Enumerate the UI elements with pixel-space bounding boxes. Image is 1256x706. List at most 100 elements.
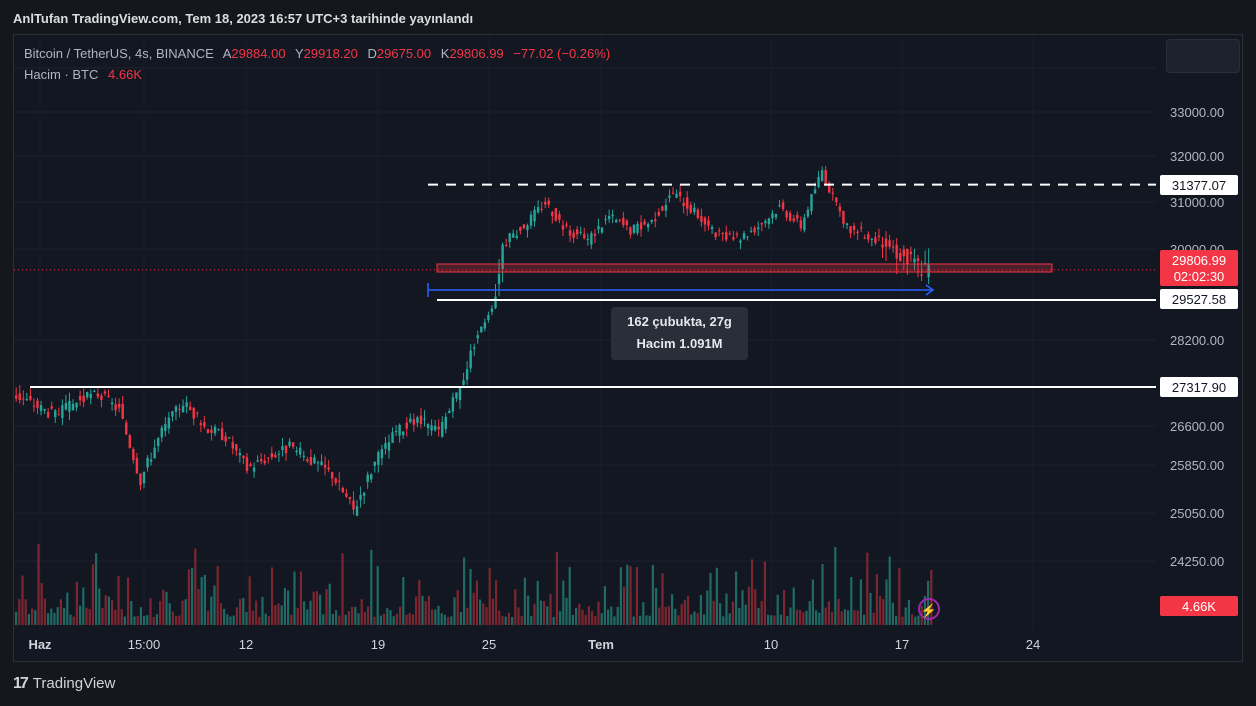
candle xyxy=(316,462,320,464)
volume-bar xyxy=(399,606,402,625)
candle xyxy=(82,395,85,402)
volume-bar xyxy=(917,615,920,625)
volume-bar xyxy=(290,614,293,625)
candle xyxy=(625,220,629,226)
candle xyxy=(884,238,888,247)
volume-bar xyxy=(651,565,654,625)
volume-bar xyxy=(325,589,328,625)
y-tick-label: 33000.00 xyxy=(1170,105,1224,120)
volume-bar xyxy=(779,614,782,625)
price-label-box xyxy=(1160,596,1238,616)
volume-bar xyxy=(319,594,322,625)
volume-bar xyxy=(15,611,18,625)
volume-bar xyxy=(546,606,549,625)
tradingview-brand[interactable]: 17 TradingView xyxy=(13,675,115,693)
volume-bar xyxy=(616,606,619,625)
published-caption: AnlTufan TradingView.com, Tem 18, 2023 1… xyxy=(13,11,474,26)
volume-bar xyxy=(437,605,440,625)
volume-bar xyxy=(191,567,194,625)
candle xyxy=(863,237,866,239)
candle xyxy=(831,192,834,194)
candle xyxy=(810,194,813,212)
candle xyxy=(508,233,511,243)
volume-bar xyxy=(722,616,725,625)
volume-bar xyxy=(731,601,734,625)
scale-box[interactable] xyxy=(1166,39,1240,73)
volume-bar xyxy=(882,599,885,625)
volume-bar xyxy=(834,547,837,625)
lightning-icon[interactable]: ⚡ xyxy=(918,598,940,620)
volume-bar xyxy=(744,604,747,625)
volume-bar xyxy=(411,614,414,625)
volume-bar xyxy=(911,614,914,625)
y-tick-label: 28200.00 xyxy=(1170,333,1224,348)
candle xyxy=(675,193,678,198)
candle xyxy=(54,410,57,418)
volume-bar xyxy=(421,595,424,625)
candle xyxy=(263,460,266,464)
volume-bar xyxy=(162,589,165,625)
candle xyxy=(68,400,71,412)
volume-label[interactable]: Hacim · BTC xyxy=(24,67,99,82)
candle xyxy=(50,406,53,409)
volume-bar xyxy=(603,586,606,625)
volume-bar xyxy=(354,606,357,625)
volume-bar xyxy=(811,579,814,625)
volume-bar xyxy=(591,611,594,625)
volume-bar xyxy=(680,604,683,625)
volume-bar xyxy=(47,613,50,625)
candle xyxy=(746,236,749,238)
volume-bar xyxy=(79,605,82,625)
price-label-box xyxy=(1160,289,1238,309)
candle xyxy=(224,436,227,442)
volume-bar xyxy=(623,586,626,625)
candle xyxy=(526,225,529,231)
volume-bar xyxy=(31,608,34,625)
change-value: −77.02 (−0.26%) xyxy=(513,46,611,61)
high-label: Y xyxy=(294,46,304,61)
volume-bar xyxy=(197,589,200,625)
volume-bar xyxy=(600,613,603,625)
volume-bar xyxy=(213,585,216,625)
volume-bar xyxy=(306,609,309,625)
candle xyxy=(529,214,533,226)
candle xyxy=(235,444,238,451)
candle xyxy=(544,201,547,205)
candle xyxy=(657,211,661,216)
volume-bar xyxy=(299,571,302,625)
volume-bar xyxy=(575,607,578,625)
volume-bar xyxy=(840,611,843,625)
volume-bar xyxy=(667,606,670,625)
x-tick-label: 17 xyxy=(895,637,909,652)
candle xyxy=(803,217,806,231)
volume-bar xyxy=(34,610,37,625)
volume-bar xyxy=(136,616,139,625)
candle xyxy=(650,219,653,222)
candle xyxy=(618,219,621,221)
candle xyxy=(281,446,284,451)
measure-bars: 162 çubukta, 27g xyxy=(627,314,732,329)
volume-bar xyxy=(805,610,808,625)
candle xyxy=(604,219,607,221)
volume-bar xyxy=(389,610,392,625)
candle xyxy=(192,407,195,419)
volume-bar xyxy=(40,583,43,625)
volume-bar xyxy=(203,574,206,625)
volume-bar xyxy=(120,609,123,625)
volume-bar xyxy=(328,583,331,625)
volume-bar xyxy=(719,603,722,625)
volume-bar xyxy=(456,590,459,625)
volume-bar xyxy=(479,599,482,625)
candle xyxy=(813,189,817,194)
volume-bar xyxy=(520,615,523,625)
symbol-name[interactable]: Bitcoin / TetherUS, 4s, BINANCE xyxy=(24,46,214,61)
volume-bar xyxy=(27,613,30,625)
candle xyxy=(352,500,355,510)
volume-bar xyxy=(770,615,773,625)
x-tick-label: Tem xyxy=(588,637,614,652)
volume-bar xyxy=(914,616,917,625)
candle xyxy=(78,396,82,401)
candle xyxy=(185,402,188,407)
volume-bar xyxy=(789,607,792,625)
